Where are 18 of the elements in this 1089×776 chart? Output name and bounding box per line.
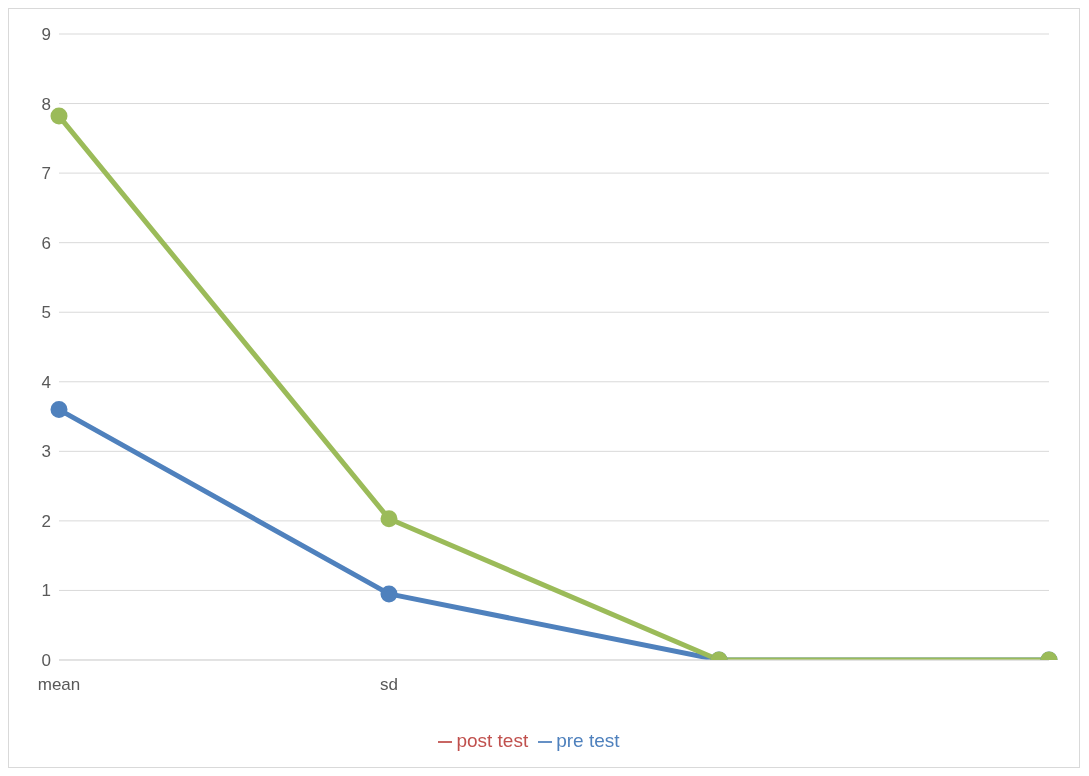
x-tick-label: sd (380, 675, 398, 695)
y-tick-label: 3 (41, 442, 51, 462)
y-tick-label: 7 (41, 164, 51, 184)
point (50, 107, 68, 125)
legend-label: pre test (556, 730, 620, 751)
point (50, 401, 68, 419)
y-tick-label: 8 (41, 94, 51, 114)
legend-label: post test (456, 730, 529, 751)
y-tick-label: 6 (41, 233, 51, 253)
y-tick-label: 0 (41, 651, 51, 671)
x-tick-label: mean (37, 675, 81, 695)
y-tick-label: 2 (41, 511, 51, 531)
point (380, 585, 398, 603)
y-tick-label: 4 (41, 372, 51, 392)
y-tick-label: 5 (41, 303, 51, 323)
y-tick-label: 1 (41, 581, 51, 601)
point (380, 510, 398, 528)
y-tick-label: 9 (41, 25, 51, 45)
